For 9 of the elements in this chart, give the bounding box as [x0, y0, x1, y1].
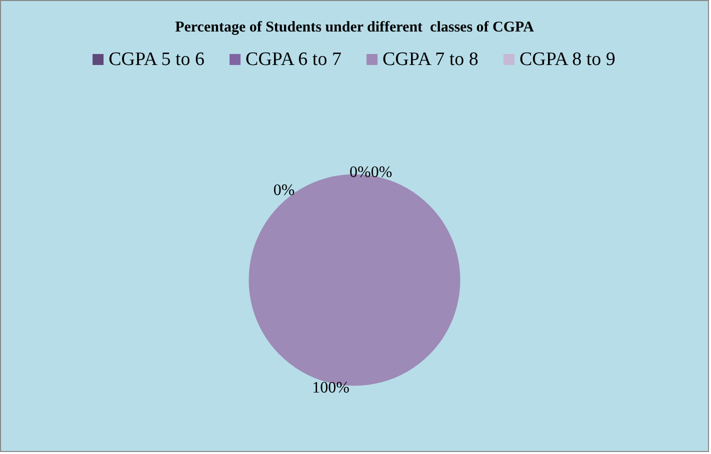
legend-label: CGPA 5 to 6: [108, 49, 204, 70]
text: 0%: [273, 182, 295, 199]
data-label: 100%: [312, 379, 350, 396]
legend-label: CGPA 8 to 9: [519, 49, 616, 70]
chart-title: Percentage of Students under different classes of CGPA: [175, 20, 534, 36]
legend-label: CGPA 6 to 7: [246, 49, 342, 70]
text: 0%: [370, 164, 392, 181]
legend-label: CGPA 7 to 8: [382, 49, 478, 70]
text: 0%: [350, 164, 371, 181]
